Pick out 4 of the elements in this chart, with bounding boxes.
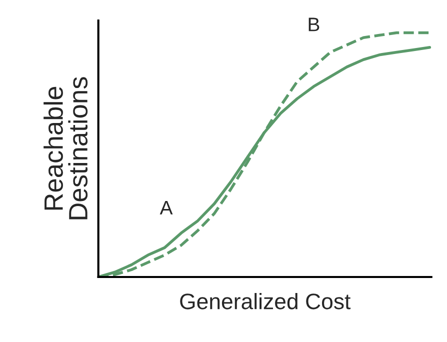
annotation: A	[160, 200, 173, 214]
text: B	[308, 18, 320, 32]
x-axis-title: Generalized Cost	[180, 292, 351, 310]
y-axis-title: Reachable Destinations	[44, 77, 88, 220]
